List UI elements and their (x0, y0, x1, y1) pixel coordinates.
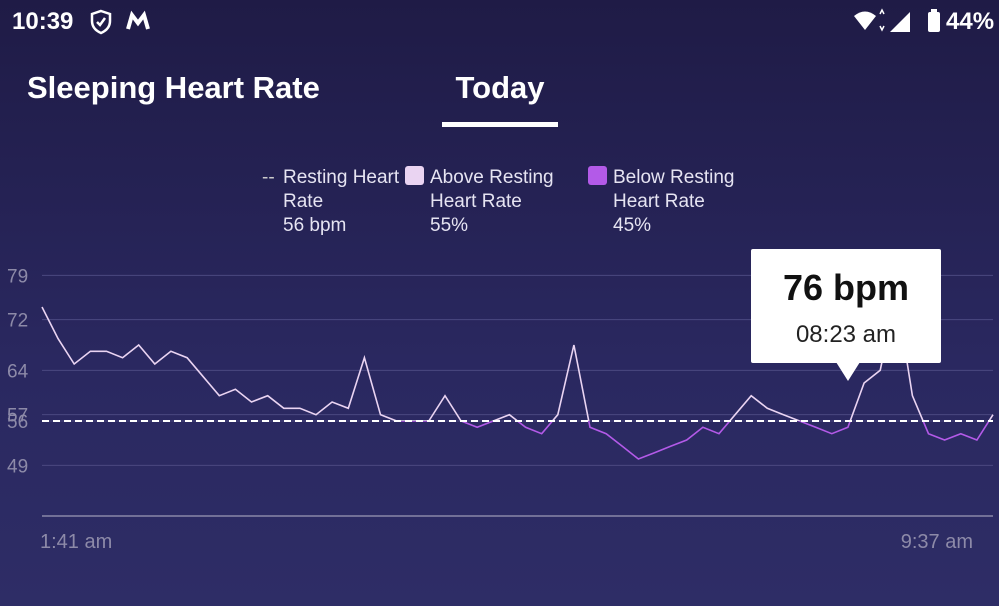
legend-above: Above Resting Heart Rate 55% (405, 166, 560, 238)
legend-resting: -- Resting Heart Rate 56 bpm (262, 166, 413, 238)
y-tick-label: 57 (7, 406, 28, 427)
tooltip-pointer (836, 362, 860, 381)
legend-label: Above Resting Heart Rate (430, 167, 554, 212)
x-tick-label: 1:41 am (40, 531, 112, 553)
tab-today[interactable]: Today (455, 70, 545, 105)
status-battery: 44% (946, 8, 995, 35)
y-tick-label: 79 (7, 266, 28, 287)
legend-value: 55% (430, 215, 469, 236)
legend-swatch (588, 166, 607, 185)
y-tick-label: 72 (7, 311, 28, 332)
legend-below: Below Resting Heart Rate 45% (588, 166, 743, 238)
legend-value: 56 bpm (283, 215, 347, 236)
legend-dash-icon: -- (262, 167, 275, 188)
y-tick-label: 56 (7, 412, 28, 433)
status-signal (854, 8, 940, 32)
legend-swatch (405, 166, 424, 185)
status-time: 10:39 (12, 8, 74, 35)
legend-value: 45% (613, 215, 652, 236)
legend-label: Resting Heart Rate (283, 167, 400, 212)
y-tick-label: 49 (7, 456, 28, 477)
x-tick-label: 9:37 am (901, 531, 973, 553)
page-title: Sleeping Heart Rate (27, 70, 320, 105)
legend-label: Below Resting Heart Rate (613, 167, 735, 212)
status-icons (90, 9, 150, 35)
tooltip-value: 76 bpm (783, 267, 909, 308)
line-above-resting (41, 294, 994, 421)
line-below-resting (394, 421, 990, 460)
tooltip-time: 08:23 am (796, 321, 896, 348)
tab-underline (442, 122, 558, 127)
tooltip-box (751, 249, 941, 363)
y-tick-label: 64 (7, 361, 29, 382)
